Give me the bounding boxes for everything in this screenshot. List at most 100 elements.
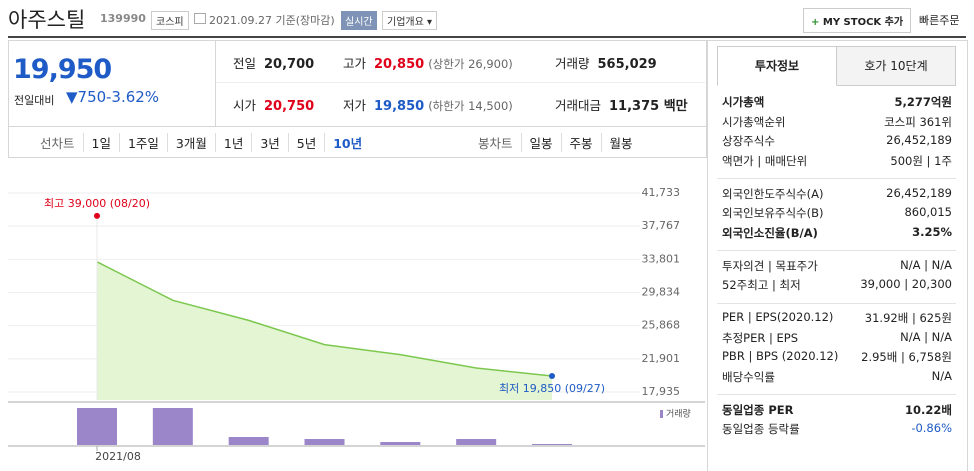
section-rule — [717, 250, 956, 251]
info-row: 시가총액 5,277억원 — [722, 94, 952, 110]
info-label: 시가총액순위 — [722, 114, 786, 129]
y-tick-label: 17,935 — [642, 385, 681, 398]
period-option[interactable]: 월봉 — [609, 136, 633, 151]
info-row: 52주최고 | 최저 39,000 | 20,300 — [722, 277, 952, 293]
section-rule — [717, 178, 956, 179]
volume-bar — [228, 437, 269, 445]
volume-bar — [456, 439, 497, 445]
quote-value: 11,375 백만 — [609, 99, 688, 114]
info-row: PBR | BPS (2020.12) 2.95배 | 6,758원 — [722, 349, 952, 365]
volume-bar — [304, 439, 345, 445]
info-value: 5,277억원 — [894, 95, 952, 109]
info-label: 동일업종 PER — [722, 402, 794, 417]
info-value: N/A | N/A — [900, 257, 952, 272]
info-tab[interactable]: 투자정보 — [717, 46, 837, 86]
y-tick-label: 25,868 — [642, 319, 681, 332]
period-heading: 선차트 — [32, 133, 84, 152]
info-label: 외국인소진율(B/A) — [722, 225, 818, 240]
info-row: PER | EPS(2020.12) 31.92배 | 625원 — [722, 310, 952, 326]
date: 2021.09.27 기준(장마감) — [209, 14, 335, 27]
stock-name: 아주스틸 — [8, 8, 86, 32]
info-label: 추정PER | EPS — [722, 330, 799, 345]
legend-swatch — [660, 410, 663, 418]
info-label: 외국인보유주식수(B) — [722, 206, 824, 220]
info-value: 26,452,189 — [886, 133, 952, 147]
quick-order[interactable]: 빠른주문 — [919, 14, 960, 27]
quote-value: 565,029 — [597, 57, 657, 72]
quote-value: 20,750 — [264, 99, 315, 114]
info-value: 39,000 | 20,300 — [860, 277, 952, 291]
info-row: 외국인보유주식수(B) 860,015 — [722, 205, 952, 221]
period-bar — [8, 125, 707, 158]
period-option[interactable]: 주봉 — [562, 133, 602, 152]
info-label: 외국인한도주식수(A) — [722, 186, 824, 201]
change-label: 전일대비 — [14, 94, 55, 107]
divider — [216, 82, 705, 83]
quote-note: (하한가 14,500) — [428, 99, 513, 113]
price-line — [96, 261, 553, 377]
info-row: 동일업종 등락률 -0.86% — [722, 421, 952, 437]
info-row: 추정PER | EPS N/A | N/A — [722, 330, 952, 346]
period-option[interactable]: 3개월 — [168, 133, 216, 152]
quote-label: 시가 — [233, 98, 257, 113]
quote-item: 거래량 565,029 — [555, 53, 657, 72]
calendar-icon — [194, 13, 206, 24]
period-heading: 봉차트 — [470, 133, 522, 152]
period-option[interactable]: 1주일 — [120, 133, 168, 152]
period-option[interactable]: 5년 — [289, 133, 326, 152]
high-marker — [94, 212, 100, 219]
info-value: N/A | N/A — [900, 329, 952, 344]
quote-label: 전일 — [233, 56, 257, 71]
info-row: 외국인소진율(B/A) 3.25% — [722, 225, 952, 241]
quote-item: 고가 20,850 (상한가 26,900) — [343, 53, 513, 72]
quote-value: 20,700 — [264, 57, 315, 72]
quote-item: 전일 20,700 — [233, 53, 314, 72]
price-area — [97, 261, 552, 400]
quote-item: 시가 20,750 — [233, 95, 314, 114]
period-option[interactable]: 일봉 — [522, 133, 562, 152]
period-option[interactable]: 3년 — [252, 133, 289, 152]
change: ▼750 — [66, 88, 107, 106]
realtime-badge[interactable]: 실시간 — [341, 11, 377, 30]
quote-item: 저가 19,850 (하한가 14,500) — [343, 95, 513, 114]
info-label: 투자의견 | 목표주가 — [722, 258, 818, 273]
info-label: 시가총액 — [722, 95, 765, 109]
section-rule — [717, 394, 956, 395]
info-value: 코스피 361위 — [884, 114, 952, 129]
info-tab[interactable]: 호가 10단계 — [837, 46, 956, 86]
section-rule — [717, 302, 956, 304]
info-label: PBR | BPS (2020.12) — [722, 349, 839, 363]
quote-label: 거래대금 — [555, 98, 602, 113]
info-row: 시가총액순위 코스피 361위 — [722, 114, 952, 130]
y-tick-label: 21,901 — [642, 352, 681, 365]
quote-item: 거래대금 11,375 백만 — [555, 95, 688, 114]
period-option[interactable]: 1년 — [216, 133, 253, 152]
mystock-button[interactable]: + MY STOCK 추가 — [803, 8, 912, 33]
quote-value: 20,850 — [374, 57, 425, 72]
y-tick-label: 33,801 — [642, 252, 681, 265]
period-option[interactable]: 10년 — [333, 136, 363, 151]
period-option[interactable]: 1일 — [84, 133, 120, 152]
info-label: 동일업종 등락률 — [722, 422, 800, 436]
volume-bar — [77, 408, 117, 445]
company-button[interactable]: 기업개요 ▾ — [382, 11, 438, 30]
info-value: 3.25% — [912, 224, 952, 239]
info-label: 배당수익률 — [722, 369, 775, 384]
change-rate: -3.62% — [106, 88, 160, 106]
info-value: 10.22배 — [905, 402, 952, 417]
info-label: 상장주식수 — [722, 134, 775, 148]
quote-label: 저가 — [343, 98, 367, 113]
current-price: 19,950 — [13, 54, 112, 85]
info-row: 외국인한도주식수(A) 26,452,189 — [722, 186, 952, 202]
y-tick-label: 37,767 — [642, 219, 681, 232]
change-value: 750 — [77, 88, 107, 106]
info-value: 2.95배 | 6,758원 — [861, 350, 952, 364]
info-row: 상장주식수 26,452,189 — [722, 133, 952, 149]
info-value: -0.86% — [911, 421, 952, 435]
legend-label: 거래량 — [666, 408, 691, 420]
market-badge: 코스피 — [151, 11, 189, 30]
info-label: 52주최고 | 최저 — [722, 278, 801, 292]
info-panel — [707, 40, 968, 471]
quote-label: 고가 — [343, 56, 367, 71]
info-value: 31.92배 | 625원 — [864, 311, 952, 325]
